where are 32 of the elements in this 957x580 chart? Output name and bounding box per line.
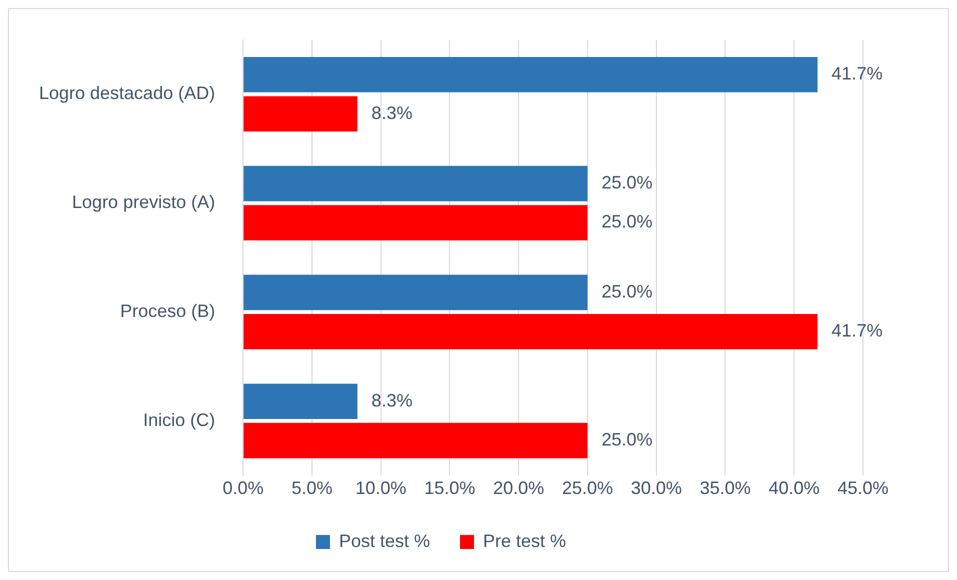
x-tick-label: 0.0% [222,478,264,498]
x-tick-label: 40.0% [768,478,820,498]
data-label: 25.0% [601,172,653,193]
y-tick-label: Logro destacado (AD) [38,83,216,104]
data-label: 8.3% [371,390,412,410]
data-label: 41.7% [832,320,883,341]
legend-label: Pre test % [483,530,566,551]
x-tick-label: 35.0% [700,478,751,498]
data-label: 8.3% [371,102,412,123]
bar [244,205,588,240]
bar [244,166,588,202]
y-tick-label: Proceso (B) [120,301,216,322]
bar [244,314,818,350]
x-tick-label: 30.0% [630,478,682,498]
y-tick-label: Inicio (C) [143,410,216,430]
legend-label: Post test % [338,530,430,551]
x-tick-label: 5.0% [291,478,332,498]
data-label: 25.0% [601,281,653,302]
bar [244,422,588,458]
data-label: 25.0% [601,430,653,450]
bar [244,384,358,419]
x-tick-label: 15.0% [424,478,476,498]
bar [244,96,358,132]
x-tick-label: 10.0% [355,478,406,498]
x-tick-label: 45.0% [837,478,889,498]
bar [244,274,588,310]
x-tick-label: 25.0% [562,478,614,498]
data-label: 25.0% [601,212,653,232]
bar [244,57,818,92]
data-label: 41.7% [832,64,883,84]
y-tick-label: Logro previsto (A) [72,192,216,212]
x-tick-label: 20.0% [493,478,544,498]
